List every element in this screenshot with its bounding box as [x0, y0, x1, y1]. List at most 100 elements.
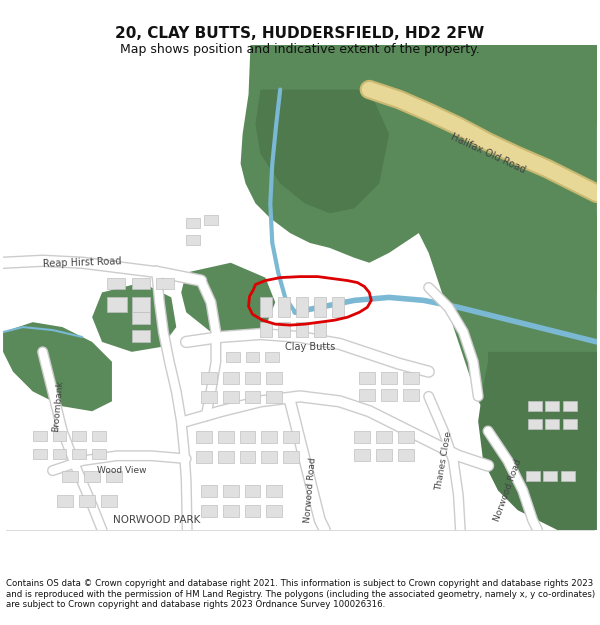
Bar: [101, 496, 117, 508]
Bar: [355, 449, 370, 461]
Polygon shape: [414, 213, 597, 481]
Text: Map shows position and indicative extent of the property.: Map shows position and indicative extent…: [120, 42, 480, 56]
Bar: [196, 451, 212, 462]
Bar: [332, 298, 344, 318]
Bar: [266, 391, 282, 403]
Text: Clay Butts: Clay Butts: [285, 342, 335, 352]
Bar: [53, 449, 67, 459]
Polygon shape: [181, 262, 275, 337]
Bar: [239, 451, 256, 462]
Bar: [223, 372, 239, 384]
Bar: [201, 486, 217, 498]
Bar: [260, 322, 272, 337]
Bar: [266, 505, 282, 517]
Bar: [132, 298, 149, 312]
Polygon shape: [3, 322, 112, 411]
Bar: [84, 471, 100, 482]
Bar: [33, 431, 47, 441]
Bar: [223, 391, 239, 403]
Bar: [381, 372, 397, 384]
Bar: [262, 431, 277, 443]
Bar: [403, 372, 419, 384]
Bar: [278, 322, 290, 337]
Bar: [245, 372, 260, 384]
Bar: [204, 215, 218, 225]
Bar: [218, 431, 233, 443]
Text: Broombank: Broombank: [51, 380, 64, 432]
Bar: [376, 449, 392, 461]
Bar: [359, 389, 375, 401]
Bar: [201, 372, 217, 384]
Bar: [398, 449, 414, 461]
Bar: [262, 451, 277, 462]
Bar: [545, 419, 559, 429]
Bar: [376, 431, 392, 443]
Bar: [218, 451, 233, 462]
Bar: [544, 471, 557, 481]
Bar: [226, 352, 239, 362]
Bar: [266, 486, 282, 498]
Bar: [245, 505, 260, 517]
Bar: [562, 471, 575, 481]
Bar: [526, 471, 539, 481]
Text: Thanes Close: Thanes Close: [434, 431, 453, 491]
Text: Contains OS data © Crown copyright and database right 2021. This information is : Contains OS data © Crown copyright and d…: [6, 579, 595, 609]
Bar: [398, 431, 414, 443]
Bar: [296, 322, 308, 337]
Bar: [359, 372, 375, 384]
Bar: [403, 389, 419, 401]
Bar: [527, 419, 542, 429]
Bar: [132, 312, 149, 324]
Bar: [563, 419, 577, 429]
Bar: [265, 352, 279, 362]
Bar: [132, 278, 149, 289]
Bar: [245, 486, 260, 498]
Bar: [266, 372, 282, 384]
Polygon shape: [241, 45, 597, 262]
Bar: [278, 298, 290, 318]
Bar: [92, 431, 106, 441]
Bar: [296, 298, 308, 318]
Bar: [545, 401, 559, 411]
Bar: [283, 431, 299, 443]
Polygon shape: [92, 282, 176, 352]
Bar: [186, 218, 200, 228]
Bar: [245, 391, 260, 403]
Bar: [73, 449, 86, 459]
Bar: [223, 505, 239, 517]
Bar: [223, 486, 239, 498]
Bar: [260, 298, 272, 318]
Bar: [157, 278, 174, 289]
Bar: [381, 389, 397, 401]
Text: Wood View: Wood View: [97, 466, 146, 475]
Bar: [186, 235, 200, 245]
Bar: [196, 431, 212, 443]
Text: Norwood Road: Norwood Road: [493, 458, 523, 522]
Text: 20, CLAY BUTTS, HUDDERSFIELD, HD2 2FW: 20, CLAY BUTTS, HUDDERSFIELD, HD2 2FW: [115, 26, 485, 41]
Polygon shape: [340, 45, 597, 312]
Bar: [62, 471, 78, 482]
Bar: [355, 431, 370, 443]
Bar: [201, 391, 217, 403]
Bar: [314, 322, 326, 337]
Text: Halifax Old Road: Halifax Old Road: [449, 132, 527, 176]
Polygon shape: [478, 352, 597, 530]
Bar: [106, 471, 122, 482]
Bar: [527, 401, 542, 411]
Bar: [58, 496, 73, 508]
Bar: [53, 431, 67, 441]
Bar: [239, 431, 256, 443]
Bar: [73, 431, 86, 441]
Bar: [245, 352, 259, 362]
Bar: [132, 330, 149, 342]
Bar: [283, 451, 299, 462]
Bar: [563, 401, 577, 411]
Bar: [33, 449, 47, 459]
Bar: [79, 496, 95, 508]
Text: Norwood Road: Norwood Road: [302, 458, 317, 524]
Bar: [107, 298, 127, 312]
Bar: [314, 298, 326, 318]
Bar: [107, 278, 125, 289]
Text: NORWOOD PARK: NORWOOD PARK: [113, 515, 200, 525]
Bar: [92, 449, 106, 459]
